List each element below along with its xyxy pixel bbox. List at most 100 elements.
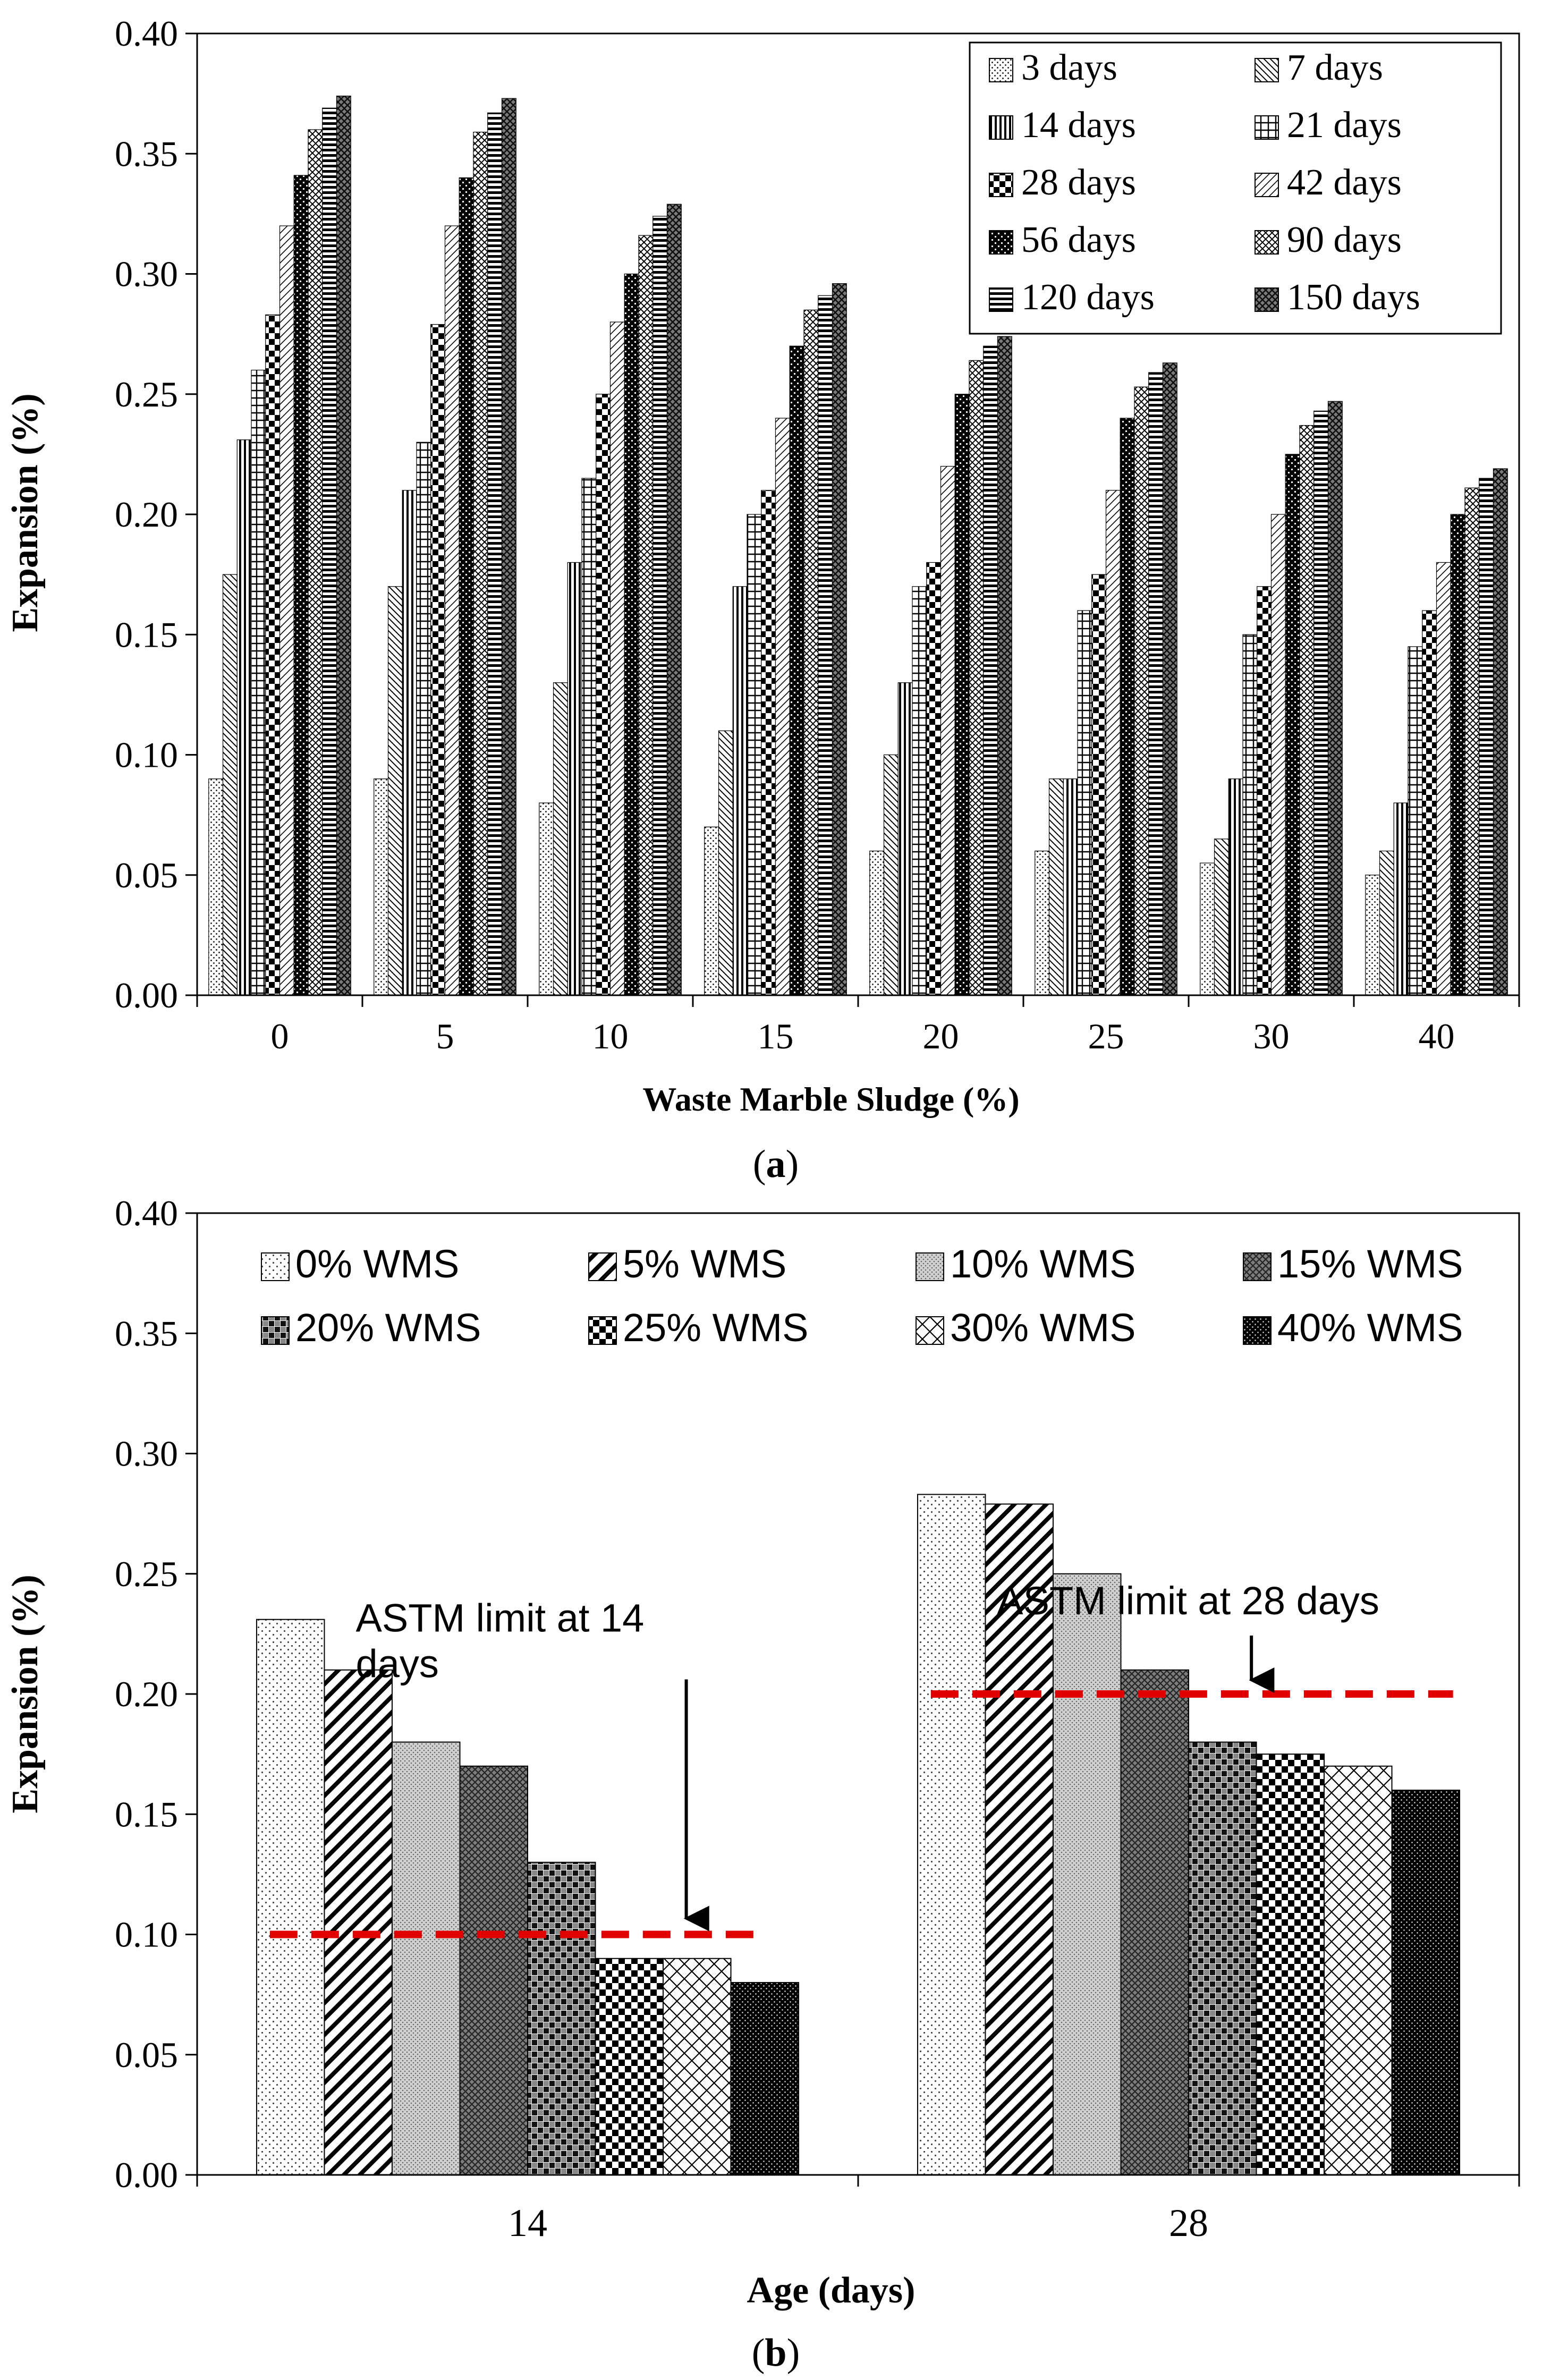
a-bar — [1313, 410, 1329, 996]
a-bar — [336, 96, 351, 996]
a-bar — [402, 490, 417, 996]
a-bar — [208, 778, 224, 996]
chart-a-bars — [208, 96, 1508, 996]
a-bar — [1436, 562, 1451, 996]
a-bar — [553, 682, 568, 996]
chart-a-legend-label: 120 days — [1021, 277, 1155, 318]
a-bar — [1299, 425, 1315, 996]
a-y-tick-label: 0.20 — [115, 494, 178, 535]
a-bar — [775, 418, 790, 996]
a-bar — [459, 177, 474, 996]
a-bar — [869, 850, 885, 996]
b-bar — [1324, 1765, 1393, 2175]
a-bar — [1450, 514, 1465, 996]
a-bar — [704, 826, 719, 996]
a-bar — [1422, 610, 1437, 996]
chart-a-legend-swatch — [1255, 115, 1279, 140]
chart-a-legend-label: 3 days — [1021, 47, 1117, 88]
chart-b-legend-swatch — [588, 1316, 617, 1345]
chart-a-y-tick-labels: 0.00 0.05 0.10 0.15 0.20 0.25 0.30 0.35 0.40 — [115, 13, 178, 1015]
a-bar — [940, 465, 955, 996]
a-bar — [374, 778, 389, 996]
chart-a-caption: (a) — [753, 1142, 799, 1186]
b-x-tick-label: 28 — [1169, 2201, 1208, 2245]
a-bar — [666, 204, 682, 996]
b-bar — [459, 1765, 528, 2175]
chart-a-axes — [196, 33, 1519, 996]
chart-b-caption: (b) — [752, 2331, 800, 2375]
chart-a-legend-label: 56 days — [1021, 219, 1136, 260]
a-bar — [1464, 487, 1480, 996]
a-bar — [1200, 862, 1215, 996]
chart-b-legend-label: 25% WMS — [623, 1306, 809, 1350]
chart-a-legend-box — [969, 41, 1502, 335]
a-y-tick-label: 0.30 — [115, 254, 178, 294]
a-bar — [322, 107, 337, 996]
b-y-tick-label: 0.10 — [115, 1915, 178, 1955]
chart-b-legend-label: 20% WMS — [295, 1306, 481, 1350]
a-bar — [818, 295, 833, 996]
chart-a-legend-swatch — [1255, 173, 1279, 197]
b-bar — [730, 1982, 800, 2175]
chart-b-legend-swatch — [588, 1252, 617, 1281]
a-x-tick-label: 30 — [1253, 1016, 1290, 1056]
a-bar — [1365, 875, 1380, 996]
a-bar — [1105, 490, 1121, 996]
chart-b-astm-limit-label: ASTM limit at 14 — [356, 1596, 645, 1640]
a-bar — [222, 574, 238, 996]
b-bar — [1391, 1790, 1461, 2175]
chart-a-y-axis-label: Expansion (%) — [5, 393, 46, 632]
a-bar — [416, 442, 431, 996]
b-bar — [595, 1958, 664, 2175]
a-bar — [1242, 634, 1258, 996]
chart-b-legend-label: 15% WMS — [1277, 1242, 1463, 1286]
a-bar — [1479, 478, 1494, 996]
a-bar — [251, 369, 266, 996]
a-y-tick-label: 0.10 — [115, 735, 178, 775]
a-bar — [761, 490, 776, 996]
chart-a-legend-swatch — [989, 115, 1013, 140]
a-bar — [581, 478, 597, 996]
chart-a-legend-label: 7 days — [1287, 47, 1383, 88]
a-bar — [789, 345, 804, 996]
b-bar — [1052, 1573, 1122, 2175]
a-bar — [430, 324, 446, 996]
b-bar — [1256, 1754, 1325, 2175]
a-bar — [236, 439, 252, 996]
a-bar — [567, 562, 582, 996]
b-bar — [324, 1669, 393, 2175]
a-bar — [1162, 362, 1177, 996]
chart-a-legend-label: 28 days — [1021, 162, 1136, 203]
a-bar — [1257, 586, 1272, 996]
a-bar — [912, 586, 927, 996]
a-bar — [1493, 468, 1508, 996]
a-bar — [501, 98, 516, 996]
a-x-tick-label: 0 — [271, 1016, 289, 1056]
chart-b-legend-swatch — [1243, 1316, 1272, 1345]
a-x-tick-label: 20 — [923, 1016, 959, 1056]
chart-a-x-tick-labels: 0 5 10 15 20 25 30 40 — [271, 1016, 1455, 1056]
a-y-tick-label: 0.25 — [115, 374, 178, 414]
b-bar — [1188, 1741, 1257, 2175]
chart-b-astm-limit-label: ASTM limit at 28 days — [997, 1579, 1379, 1623]
a-bar — [387, 586, 403, 996]
chart-a-legend-swatch — [989, 230, 1013, 255]
a-bar — [897, 682, 913, 996]
a-bar — [1327, 401, 1343, 996]
chart-b-y-tick-labels: 0.00 0.05 0.10 0.15 0.20 0.25 0.30 0.35 0.40 — [115, 1193, 178, 2195]
a-y-tick-label: 0.00 — [115, 975, 178, 1015]
a-bar — [803, 309, 819, 996]
b-y-tick-label: 0.15 — [115, 1794, 178, 1834]
a-x-tick-label: 5 — [436, 1016, 454, 1056]
b-bar — [1120, 1669, 1189, 2175]
a-bar — [1048, 778, 1064, 996]
a-bar — [1134, 386, 1149, 996]
a-x-tick-label: 15 — [758, 1016, 794, 1056]
chart-b-legend-label: 0% WMS — [295, 1242, 459, 1286]
a-bar — [596, 394, 611, 996]
a-bar — [747, 514, 762, 996]
chart-a-x-axis-label: Waste Marble Sludge (%) — [642, 1080, 1019, 1118]
a-bar — [1214, 838, 1229, 996]
